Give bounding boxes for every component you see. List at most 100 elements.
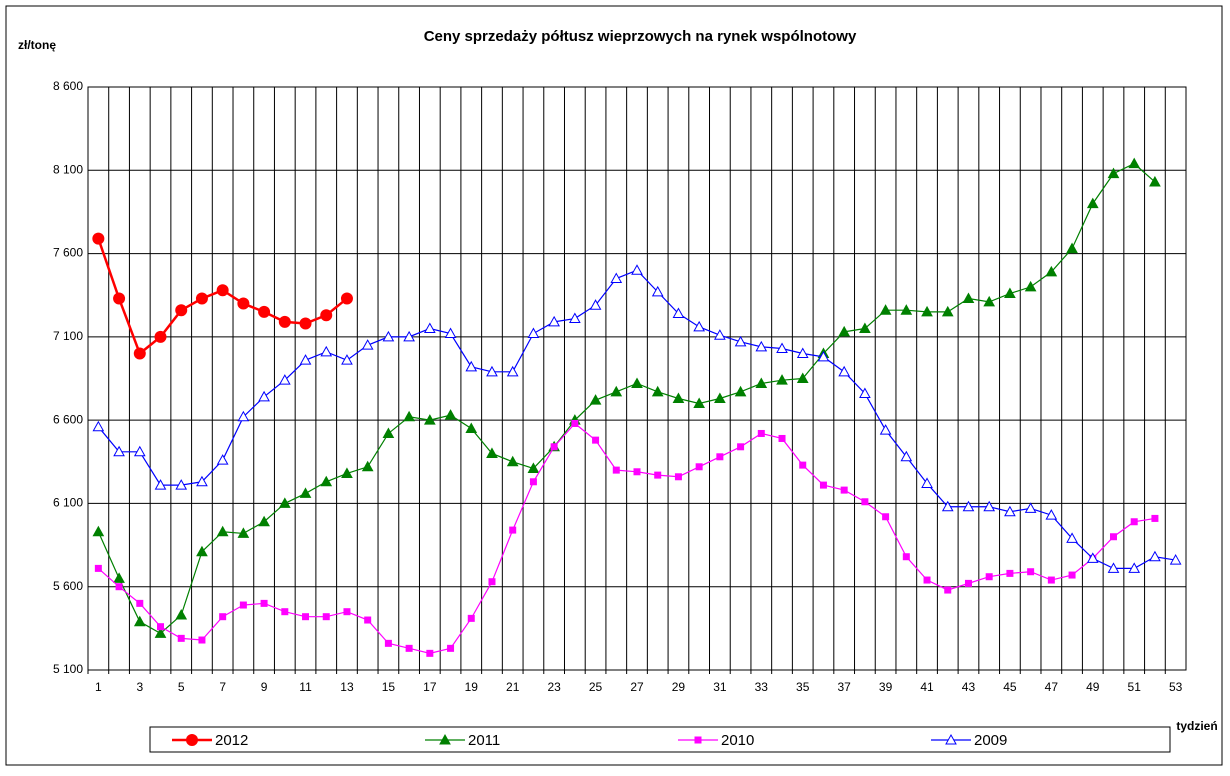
data-point bbox=[1130, 518, 1138, 526]
data-point bbox=[1086, 197, 1099, 209]
legend-marker bbox=[186, 734, 198, 746]
x-tick-label: 5 bbox=[178, 680, 185, 694]
data-point bbox=[278, 315, 291, 328]
data-point bbox=[962, 500, 975, 512]
x-tick-label: 27 bbox=[630, 680, 644, 694]
data-point bbox=[654, 471, 662, 479]
data-point bbox=[902, 553, 910, 561]
data-point bbox=[444, 327, 457, 339]
y-tick-label: 7 100 bbox=[53, 329, 83, 343]
data-point bbox=[384, 639, 392, 647]
x-tick-label: 47 bbox=[1045, 680, 1059, 694]
data-point bbox=[527, 462, 540, 473]
data-point bbox=[1151, 514, 1159, 522]
x-tick-label: 9 bbox=[261, 680, 268, 694]
data-point bbox=[757, 429, 765, 437]
x-tick-label: 37 bbox=[837, 680, 851, 694]
data-point bbox=[1047, 576, 1055, 584]
data-point bbox=[423, 322, 436, 334]
y-tick-label: 8 600 bbox=[53, 79, 83, 93]
data-point bbox=[486, 365, 498, 377]
x-tick-label: 41 bbox=[920, 680, 934, 694]
data-point bbox=[341, 354, 353, 365]
data-point bbox=[465, 422, 478, 433]
data-point bbox=[423, 414, 436, 425]
y-tick-label: 6 600 bbox=[53, 412, 83, 426]
data-point bbox=[154, 627, 167, 638]
data-point bbox=[589, 394, 602, 405]
data-point bbox=[1107, 562, 1120, 573]
data-point bbox=[92, 525, 105, 537]
data-point bbox=[693, 320, 706, 332]
data-point bbox=[258, 305, 271, 318]
data-point bbox=[714, 329, 726, 340]
data-point bbox=[382, 330, 395, 342]
data-point bbox=[1109, 533, 1117, 541]
data-point bbox=[239, 601, 247, 609]
data-point bbox=[340, 292, 353, 305]
y-tick-label: 5 600 bbox=[53, 579, 83, 593]
data-point bbox=[592, 436, 600, 444]
data-point bbox=[113, 572, 125, 583]
data-point bbox=[447, 644, 455, 652]
data-point bbox=[1169, 554, 1182, 565]
data-point bbox=[177, 634, 185, 642]
data-point bbox=[633, 468, 641, 476]
data-point bbox=[941, 305, 954, 317]
data-point bbox=[320, 475, 333, 487]
data-point bbox=[322, 613, 330, 621]
y-tick-label: 8 100 bbox=[53, 162, 83, 176]
data-point bbox=[695, 463, 703, 471]
data-point bbox=[674, 473, 682, 481]
data-point bbox=[216, 525, 229, 537]
data-point bbox=[529, 478, 537, 486]
data-point bbox=[237, 297, 250, 310]
data-point bbox=[216, 284, 229, 297]
data-point bbox=[509, 526, 517, 534]
data-point bbox=[216, 454, 229, 465]
data-point bbox=[237, 527, 250, 538]
data-point bbox=[755, 340, 768, 352]
y-tick-label: 5 100 bbox=[53, 662, 83, 676]
data-point bbox=[612, 466, 620, 474]
data-point bbox=[550, 443, 558, 451]
x-tick-label: 1 bbox=[95, 680, 102, 694]
data-point bbox=[944, 586, 952, 594]
data-point bbox=[175, 609, 188, 620]
data-point bbox=[302, 613, 310, 621]
data-point bbox=[631, 377, 643, 388]
data-point bbox=[796, 372, 809, 383]
legend-label: 2012 bbox=[215, 732, 248, 749]
data-point bbox=[133, 445, 146, 457]
data-point bbox=[195, 292, 208, 305]
x-tick-label: 25 bbox=[589, 680, 603, 694]
data-point bbox=[403, 410, 415, 422]
data-point bbox=[568, 312, 581, 324]
data-point bbox=[196, 545, 208, 557]
x-tick-label: 39 bbox=[879, 680, 893, 694]
data-point bbox=[506, 455, 519, 467]
data-point bbox=[819, 481, 827, 489]
data-point bbox=[92, 232, 105, 245]
data-point bbox=[962, 292, 975, 304]
data-point bbox=[260, 599, 268, 607]
chart-title: Ceny sprzedaży półtusz wieprzowych na ry… bbox=[424, 28, 857, 45]
data-point bbox=[361, 339, 374, 350]
data-point bbox=[1004, 505, 1016, 517]
data-point bbox=[610, 385, 623, 397]
data-point bbox=[113, 292, 126, 305]
data-point bbox=[361, 460, 374, 472]
data-point bbox=[154, 330, 167, 343]
data-point bbox=[94, 564, 102, 572]
data-point bbox=[299, 487, 312, 498]
data-point bbox=[403, 330, 415, 342]
data-point bbox=[1066, 242, 1078, 254]
data-point bbox=[299, 317, 312, 330]
data-point bbox=[299, 354, 312, 365]
x-tick-label: 53 bbox=[1169, 680, 1183, 694]
data-point bbox=[341, 467, 353, 478]
data-point bbox=[237, 410, 250, 422]
data-point bbox=[1027, 568, 1035, 576]
